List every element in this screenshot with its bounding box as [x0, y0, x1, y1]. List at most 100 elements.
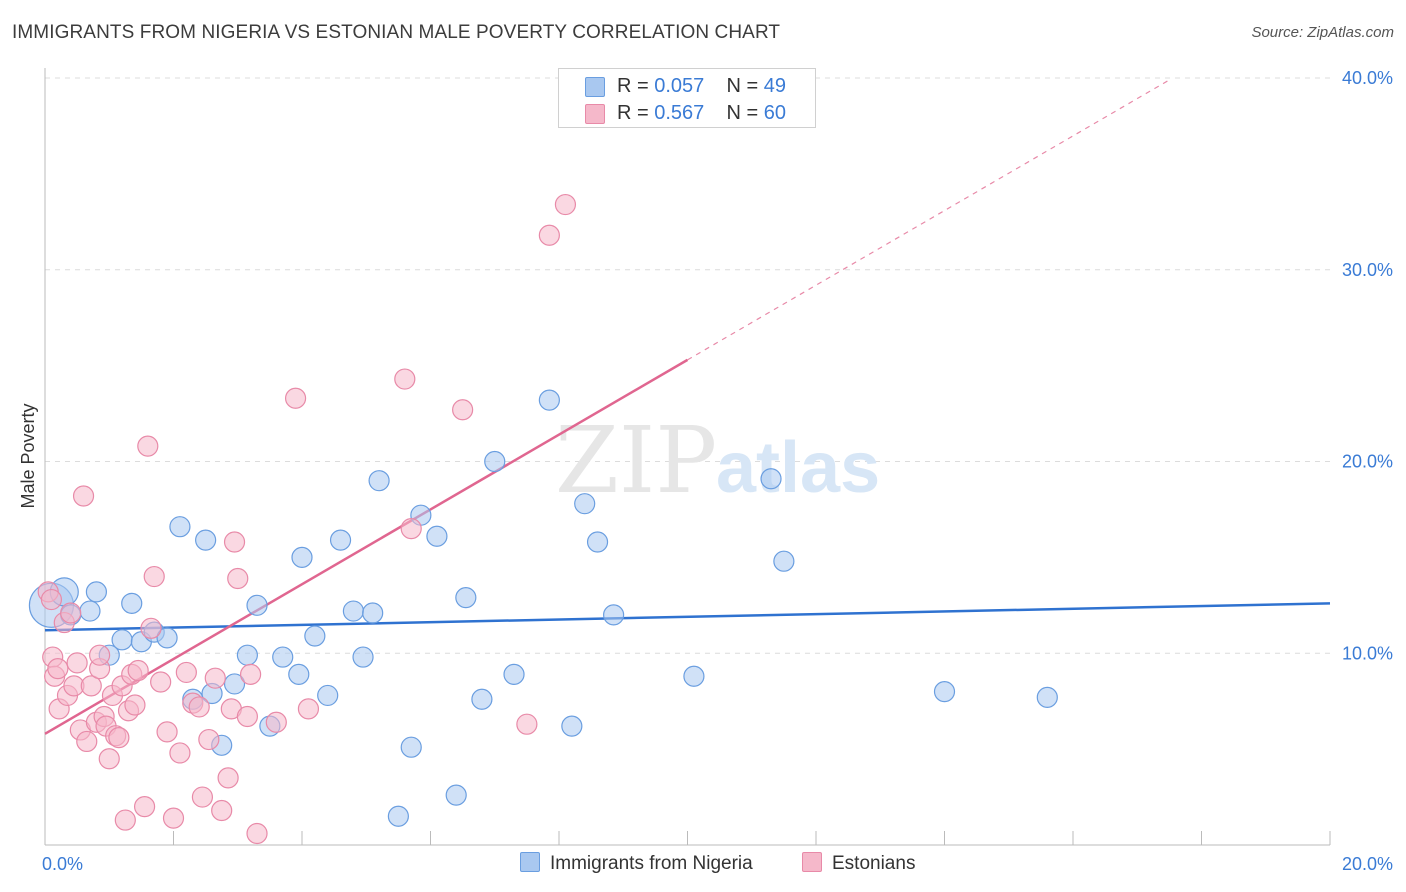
y-tick-label: 40.0%: [1342, 68, 1393, 88]
point-estonians: [162, 807, 185, 829]
point-nigeria: [503, 663, 525, 685]
legend-swatch-pink: [802, 852, 822, 872]
point-estonians: [98, 748, 120, 770]
point-nigeria: [288, 663, 310, 685]
point-estonians: [114, 809, 136, 831]
point-estonians: [169, 742, 191, 764]
point-estonians: [554, 193, 577, 216]
point-estonians: [394, 368, 416, 390]
r-label: R =: [617, 75, 655, 97]
point-nigeria: [455, 587, 477, 609]
trend-extension-estonians: [687, 79, 1170, 361]
legend-label: Immigrants from Nigeria: [550, 853, 753, 874]
r-value: 0.057: [654, 75, 705, 97]
point-estonians: [66, 652, 88, 674]
point-estonians: [40, 588, 63, 611]
point-nigeria: [329, 529, 352, 551]
point-nigeria: [79, 600, 101, 622]
point-estonians: [60, 602, 82, 624]
point-nigeria: [368, 470, 390, 492]
point-estonians: [127, 659, 149, 682]
point-nigeria: [304, 625, 326, 647]
point-nigeria: [156, 627, 178, 649]
y-tick-label: 30.0%: [1342, 260, 1393, 280]
point-estonians: [188, 696, 210, 718]
r-value: 0.567: [654, 102, 705, 124]
point-estonians: [124, 694, 146, 716]
point-nigeria: [561, 715, 583, 737]
point-nigeria: [272, 646, 294, 668]
y-tick-label: 10.0%: [1342, 643, 1393, 663]
point-estonians: [246, 822, 268, 845]
point-nigeria: [400, 736, 422, 758]
point-estonians: [108, 727, 130, 749]
point-estonians: [150, 671, 172, 693]
point-nigeria: [236, 644, 258, 666]
n-value: 60: [763, 102, 787, 124]
point-estonians: [140, 617, 162, 639]
chart-title: IMMIGRANTS FROM NIGERIA VS ESTONIAN MALE…: [12, 22, 781, 43]
legend-swatch-blue: [520, 852, 540, 872]
point-nigeria: [683, 665, 705, 687]
point-estonians: [240, 663, 262, 685]
n-value: 49: [763, 75, 787, 97]
point-nigeria: [1036, 686, 1058, 708]
point-estonians: [47, 657, 69, 680]
point-estonians: [452, 399, 474, 421]
point-nigeria: [538, 389, 560, 411]
point-nigeria: [933, 680, 956, 703]
legend-item-estonians: Estonians: [802, 852, 915, 878]
point-nigeria: [85, 581, 108, 603]
trend-lines: [44, 79, 1331, 735]
point-nigeria: [362, 602, 384, 624]
point-nigeria: [426, 525, 448, 547]
point-nigeria: [574, 493, 596, 515]
point-estonians: [76, 730, 98, 753]
point-nigeria: [773, 550, 795, 572]
point-nigeria: [471, 688, 493, 710]
n-label: N =: [726, 102, 764, 124]
data-points: [28, 193, 1058, 845]
point-nigeria: [317, 684, 339, 707]
point-nigeria: [586, 531, 609, 553]
point-estonians: [211, 799, 233, 822]
correlation-legend: R = 0.057 N = 49 R = 0.567 N = 60: [558, 68, 816, 128]
legend-swatch-blue: [585, 77, 605, 97]
point-nigeria: [484, 450, 506, 473]
point-nigeria: [342, 600, 364, 622]
y-tick-label: 20.0%: [1342, 452, 1393, 472]
point-estonians: [265, 711, 287, 733]
point-estonians: [400, 518, 422, 540]
legend-item-nigeria: Immigrants from Nigeria: [520, 852, 753, 878]
point-estonians: [284, 387, 307, 409]
axes: [44, 68, 1331, 846]
point-estonians: [191, 786, 214, 808]
trend-line-nigeria: [44, 602, 1331, 632]
n-label: N =: [726, 75, 764, 97]
point-nigeria: [387, 805, 409, 827]
point-estonians: [175, 661, 197, 684]
point-nigeria: [603, 604, 625, 626]
legend-swatch-pink: [585, 104, 605, 124]
point-nigeria: [111, 629, 133, 651]
point-estonians: [217, 767, 239, 789]
x-tick-label: 0.0%: [42, 854, 83, 874]
point-estonians: [297, 698, 320, 720]
point-nigeria: [352, 646, 374, 668]
watermark-atlas: atlas: [716, 428, 880, 508]
point-nigeria: [169, 516, 191, 538]
point-estonians: [227, 567, 249, 590]
point-estonians: [538, 224, 560, 246]
point-estonians: [223, 531, 246, 553]
point-nigeria: [195, 529, 217, 551]
point-nigeria: [223, 673, 246, 695]
point-estonians: [198, 728, 220, 751]
tick-labels: 10.0% 20.0% 30.0% 40.0% 0.0% 20.0%: [42, 68, 1393, 874]
x-tick-label: 20.0%: [1342, 854, 1393, 874]
trend-line-estonians: [44, 358, 689, 735]
watermark: ZIP atlas: [555, 407, 880, 514]
point-estonians: [72, 485, 95, 507]
r-label: R =: [617, 102, 655, 124]
point-estonians: [89, 644, 111, 666]
point-estonians: [156, 721, 178, 743]
